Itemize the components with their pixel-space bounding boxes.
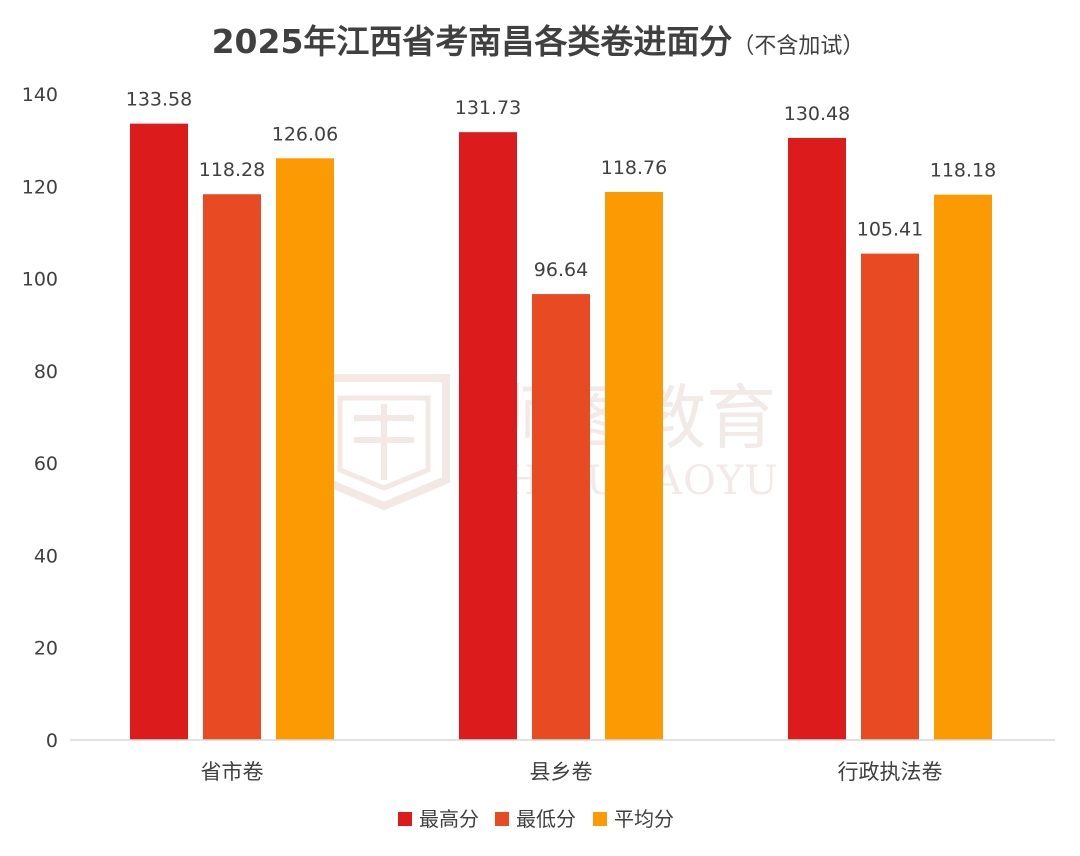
legend-item: 平均分 [593, 807, 674, 831]
chart-title: 2025年江西省考南昌各类卷进面分（不含加试） [212, 22, 865, 61]
bar [788, 137, 846, 741]
legend-swatch [495, 812, 509, 826]
legend-item: 最低分 [495, 807, 576, 831]
bar [934, 194, 992, 740]
data-label: 118.18 [930, 160, 996, 182]
legend-label: 最高分 [419, 807, 479, 831]
bar [605, 192, 663, 740]
y-tick-label: 80 [34, 361, 58, 383]
legend-item: 最高分 [398, 807, 479, 831]
chart-title-main: 2025年江西省考南昌各类卷进面分 [212, 22, 733, 61]
x-tick-label: 省市卷 [201, 760, 264, 784]
legend-label: 平均分 [614, 807, 674, 831]
bars [130, 123, 992, 741]
data-label: 131.73 [455, 97, 521, 119]
y-tick-label: 120 [22, 176, 58, 198]
x-tick-label: 县乡卷 [530, 760, 593, 784]
data-label: 126.06 [272, 123, 338, 145]
shitu-logo-icon [318, 374, 450, 511]
bar [130, 123, 188, 740]
data-label: 118.28 [199, 159, 265, 181]
bar [532, 294, 590, 740]
bar [203, 194, 261, 740]
data-label: 118.76 [601, 157, 667, 179]
y-tick-label: 140 [22, 84, 58, 106]
y-axis: 0 20 40 60 80 100 120 140 [22, 84, 58, 752]
chart-title-note: （不含加试） [732, 34, 864, 59]
legend-swatch [398, 812, 412, 826]
bar [459, 132, 517, 740]
data-label: 105.41 [857, 219, 923, 241]
legend-swatch [593, 812, 607, 826]
bar [276, 158, 334, 741]
legend-label: 最低分 [516, 807, 576, 831]
data-label: 133.58 [126, 89, 192, 111]
y-tick-label: 40 [34, 545, 58, 567]
y-tick-label: 100 [22, 269, 58, 291]
data-label: 96.64 [534, 259, 588, 281]
bar [861, 253, 919, 740]
legend: 最高分 最低分 平均分 [398, 807, 674, 831]
y-tick-label: 60 [34, 453, 58, 475]
x-tick-label: 行政执法卷 [838, 760, 943, 784]
y-tick-label: 0 [46, 730, 58, 752]
data-labels: 133.58 118.28 126.06 131.73 96.64 118.76 130.4… [126, 89, 996, 281]
data-label: 130.48 [784, 103, 850, 125]
y-tick-label: 20 [34, 638, 58, 660]
x-axis: 省市卷 县乡卷 行政执法卷 [201, 760, 943, 784]
